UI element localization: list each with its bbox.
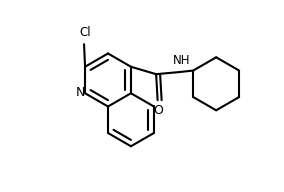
Text: O: O xyxy=(154,104,164,117)
Text: N: N xyxy=(75,86,85,99)
Text: Cl: Cl xyxy=(79,26,91,39)
Text: NH: NH xyxy=(173,54,190,67)
